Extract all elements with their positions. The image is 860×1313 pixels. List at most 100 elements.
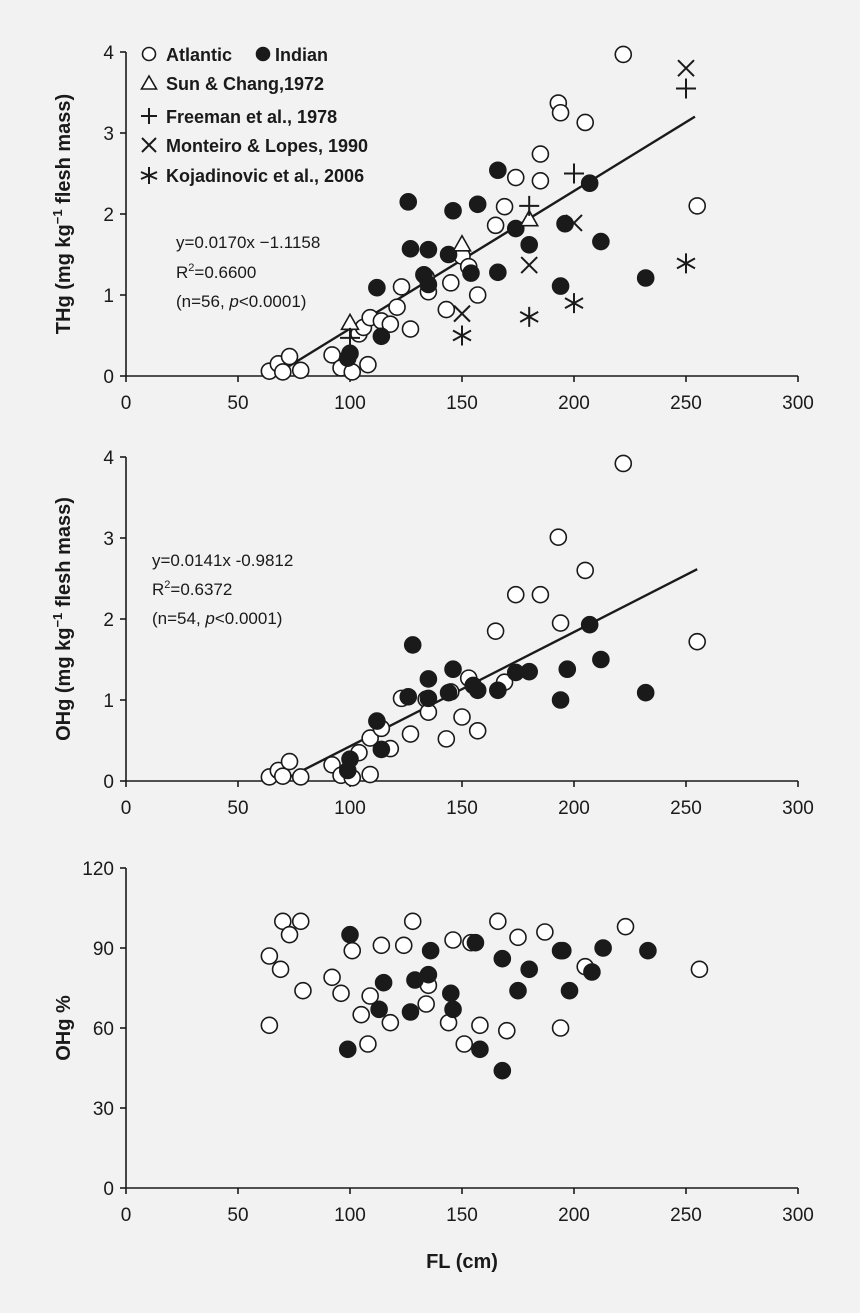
x-tick-label: 0 [121, 798, 132, 819]
point-open-circle-17 [417, 995, 435, 1013]
point-filled-circle-10 [444, 201, 462, 220]
point-open-circle-27 [551, 614, 570, 632]
point-open-circle-15 [392, 278, 411, 296]
legend-freeman-marker [141, 108, 157, 124]
point-open-circle-21 [468, 721, 487, 740]
y-tick-label: 4 [103, 43, 114, 64]
x-tick-label: 150 [446, 1205, 478, 1226]
point-filled-circle-8 [441, 984, 460, 1003]
point-filled-circle-5 [403, 636, 422, 654]
point-open-circle-14 [388, 298, 406, 316]
point-filled-circle-14 [520, 662, 539, 681]
point-open-circle-10 [352, 1005, 371, 1024]
point-filled-circle-18 [592, 650, 610, 669]
point-filled-circle-20 [592, 232, 610, 251]
point-open-circle-28 [531, 171, 550, 190]
legend-sun-label: Sun & Chang,1972 [166, 74, 324, 94]
point-filled-circle-19 [636, 683, 655, 702]
y-tick-label: 30 [93, 1099, 114, 1120]
point-asterisk-1 [519, 306, 539, 327]
point-open-circle-33 [688, 197, 707, 215]
point-open-circle-30 [616, 917, 635, 936]
point-open-circle-7 [323, 968, 341, 987]
legend-atlantic-marker [141, 46, 157, 62]
point-filled-circle-3 [372, 740, 391, 759]
y-axis-label: THg (mg kg−1 flesh mass) [50, 94, 75, 334]
x-tick-label: 50 [227, 393, 248, 414]
y-tick-label: 0 [103, 367, 114, 388]
point-filled-circle-20 [594, 939, 612, 957]
legend-kojadinovic-marker [140, 167, 158, 184]
x-tick-label: 200 [558, 798, 590, 819]
point-filled-circle-13 [489, 263, 507, 282]
point-filled-circle-12 [468, 195, 487, 214]
x-tick-label: 0 [121, 1205, 132, 1226]
x-tick-label: 100 [334, 798, 366, 819]
point-filled-circle-21 [639, 941, 657, 960]
series-open-circle [260, 912, 709, 1053]
point-filled-circle-12 [489, 681, 507, 700]
point-filled-circle-4 [401, 1003, 420, 1021]
point-open-circle-8 [332, 984, 350, 1003]
point-open-circle-31 [576, 113, 595, 132]
y-tick-label: 1 [103, 691, 114, 712]
point-filled-circle-9 [439, 245, 458, 264]
point-filled-circle-3 [372, 327, 391, 346]
point-filled-circle-17 [580, 615, 599, 634]
x-tick-label: 200 [558, 1205, 590, 1226]
y-axis-label: OHg % [53, 995, 75, 1061]
point-open-circle-24 [489, 912, 507, 931]
x-tick-label: 300 [782, 1205, 814, 1226]
x-tick-label: 50 [227, 1205, 248, 1226]
point-asterisk-2 [564, 293, 584, 314]
y-tick-label: 90 [93, 939, 114, 960]
x-tick-label: 100 [334, 1205, 366, 1226]
point-filled-circle-15 [506, 219, 525, 238]
point-filled-circle-8 [439, 683, 458, 702]
series-plus [340, 78, 696, 348]
point-triangle-0 [340, 312, 360, 331]
legend-kojadinovic-label: Kojadinovic et al., 2006 [166, 166, 364, 186]
point-open-circle-20 [444, 931, 462, 949]
point-open-circle-30 [688, 632, 707, 651]
series-asterisk [452, 253, 696, 346]
legend-sun-marker [140, 74, 158, 90]
point-open-circle-9 [343, 941, 362, 960]
point-asterisk-0 [452, 325, 472, 346]
point-open-circle-12 [361, 987, 379, 1005]
y-tick-label: 60 [93, 1019, 114, 1040]
point-filled-circle-8 [419, 240, 438, 259]
point-open-circle-2 [271, 960, 290, 979]
y-tick-label: 2 [103, 205, 114, 226]
point-filled-circle-7 [419, 689, 438, 708]
series-filled-circle [338, 615, 655, 780]
point-open-circle-16 [401, 320, 420, 338]
point-filled-circle-11 [471, 1040, 489, 1059]
sample-stats: (n=54, p<0.0001) [152, 609, 282, 628]
point-plus-3 [676, 78, 696, 99]
point-open-circle-25 [497, 1021, 516, 1040]
x-tick-label: 250 [670, 1205, 702, 1226]
series-cross [453, 59, 695, 323]
y-tick-label: 1 [103, 286, 114, 307]
x-tick-label: 300 [782, 393, 814, 414]
legend-monteiro-label: Monteiro & Lopes, 1990 [166, 136, 368, 156]
legend-atlantic-label: Atlantic [166, 45, 232, 65]
regression-line [270, 115, 696, 378]
point-cross-0 [453, 304, 471, 323]
point-filled-circle-15 [520, 960, 539, 979]
point-open-circle-14 [381, 1013, 400, 1032]
point-open-circle-32 [614, 45, 633, 64]
point-filled-circle-2 [370, 1000, 388, 1019]
point-open-circle-24 [486, 216, 505, 235]
y-tick-label: 3 [103, 529, 114, 550]
ohg-percent-panel: OHg % FL (cm) 0 50 100 150 200 250 300 0 30 60 90 1… [53, 859, 814, 1273]
thg-panel: THg (mg kg−1 flesh mass) Atlantic Indian… [50, 43, 814, 414]
series-open-circle [260, 45, 707, 381]
point-open-circle-25 [495, 197, 514, 216]
point-filled-circle-6 [419, 670, 438, 688]
point-open-circle-2 [273, 363, 292, 381]
point-open-circle-13 [372, 936, 391, 955]
point-filled-circle-7 [419, 275, 438, 294]
